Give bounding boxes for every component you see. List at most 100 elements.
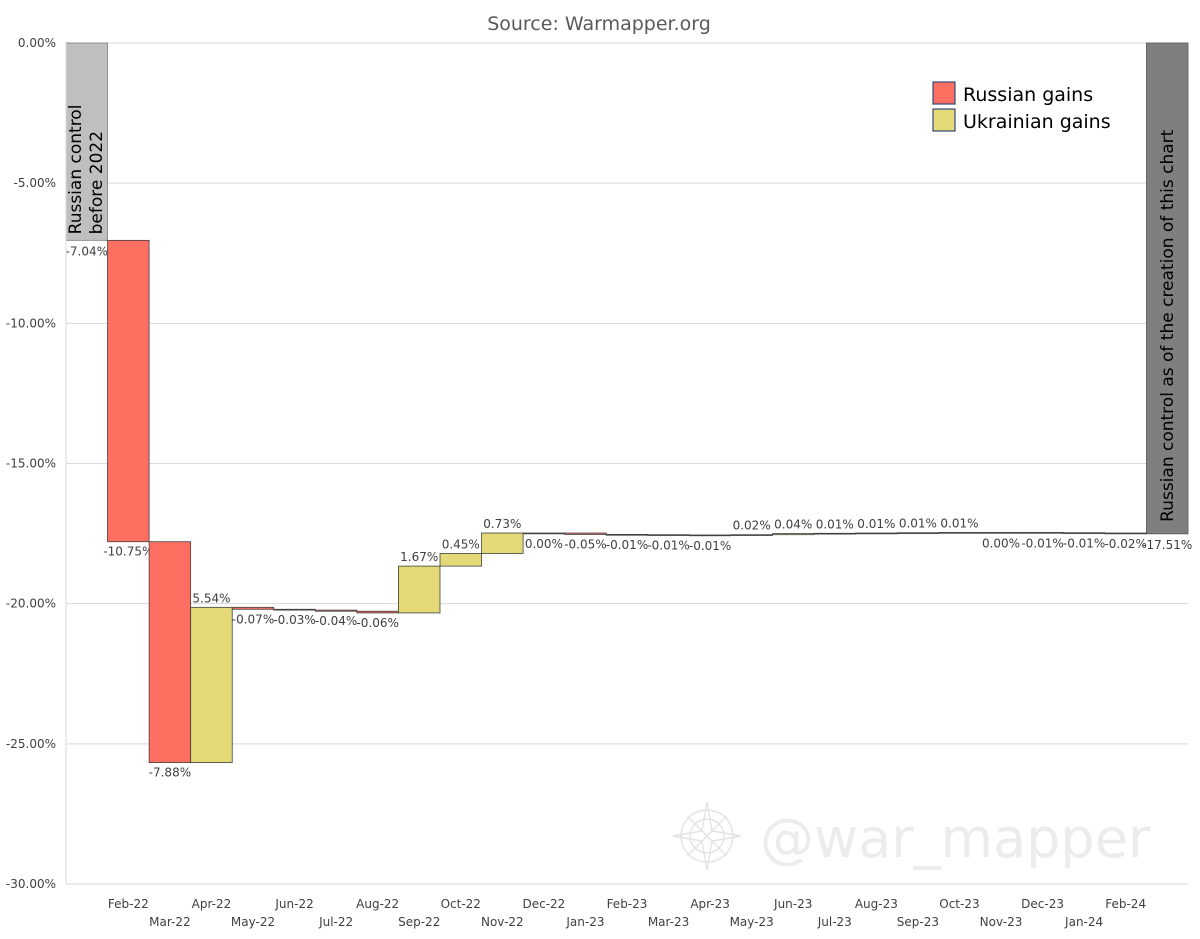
x-tick-label: Apr-23 xyxy=(690,897,730,911)
russian-gain-bar xyxy=(688,534,732,537)
ukrainian-gain-bar xyxy=(730,534,773,536)
russian-gain-bar xyxy=(522,532,566,535)
y-tick-label: -30.00% xyxy=(6,877,56,891)
russian-gain-bar xyxy=(314,609,358,612)
y-tick-label: -25.00% xyxy=(6,737,56,751)
x-tick-label: Dec-22 xyxy=(522,897,565,911)
russian-gain-bar xyxy=(356,610,399,614)
end-bar-data-label: -17.51% xyxy=(1142,538,1192,552)
x-tick-label: Aug-22 xyxy=(356,897,399,911)
ukrainian-gain-bar xyxy=(896,532,940,534)
ukrainian-gain-bar xyxy=(398,565,441,614)
bar-data-label: 0.01% xyxy=(899,517,937,531)
bar-data-label: 0.01% xyxy=(816,517,854,531)
ukrainian-gain-bar xyxy=(855,532,898,535)
ukrainian-gain-bar xyxy=(938,532,981,534)
start-bar-label: Russian controlbefore 2022 xyxy=(66,105,107,235)
x-tick-label: Apr-22 xyxy=(192,897,232,911)
x-tick-label: Mar-22 xyxy=(149,915,190,929)
russian-gain-bar xyxy=(1104,532,1147,535)
x-tick-label: Aug-23 xyxy=(855,897,898,911)
x-tick-label: Nov-23 xyxy=(980,915,1023,929)
x-tick-label: Dec-23 xyxy=(1021,897,1064,911)
ukrainian-gain-bar xyxy=(481,532,524,554)
bar-data-label: -10.75% xyxy=(103,545,153,559)
x-tick-label: Jul-22 xyxy=(318,915,353,929)
y-tick-label: -15.00% xyxy=(6,457,56,471)
russian-gain-bar xyxy=(148,541,192,764)
x-tick-label: Jun-22 xyxy=(274,897,313,911)
x-tick-label: Mar-23 xyxy=(648,915,689,929)
y-tick-label: 0.00% xyxy=(18,36,56,50)
bar-data-label: -0.03% xyxy=(273,613,315,627)
bar-data-label: -0.06% xyxy=(356,616,398,630)
bar-data-label: 0.04% xyxy=(774,518,812,532)
legend-swatch-ukrainian xyxy=(932,108,956,132)
russian-gain-bar xyxy=(1062,532,1106,534)
russian-gain-bar xyxy=(605,534,649,536)
x-tick-label: May-22 xyxy=(231,915,275,929)
x-tick-label: Feb-24 xyxy=(1105,897,1146,911)
bar-data-label: -0.07% xyxy=(232,612,274,626)
bar-data-label: -0.01% xyxy=(606,538,648,552)
x-tick-label: May-23 xyxy=(730,915,774,929)
bar-data-label: 0.01% xyxy=(940,516,978,530)
legend-label-ukrainian: Ukrainian gains xyxy=(963,111,1111,133)
russian-gain-bar xyxy=(107,239,150,543)
bar-data-label: -7.88% xyxy=(149,766,191,780)
bar-data-label: -0.01% xyxy=(689,539,731,553)
x-tick-label: Oct-23 xyxy=(939,897,979,911)
chart-title: Source: Warmapper.org xyxy=(487,13,711,35)
x-axis: Feb-22Mar-22Apr-22May-22Jun-22Jul-22Aug-… xyxy=(108,897,1146,929)
x-tick-label: Feb-23 xyxy=(607,897,648,911)
y-tick-label: -20.00% xyxy=(6,597,56,611)
ukrainian-gain-bar xyxy=(772,533,815,536)
y-tick-label: -5.00% xyxy=(14,176,56,190)
legend-label-russian: Russian gains xyxy=(963,84,1093,106)
bar-data-label: 0.02% xyxy=(733,519,771,533)
legend-swatch-russian xyxy=(932,81,956,105)
bar-data-label: 0.73% xyxy=(483,517,521,531)
bar-data-label: -0.01% xyxy=(1021,536,1063,550)
bar-data-label: -0.01% xyxy=(647,539,689,553)
watermark-text: @war_mapper xyxy=(760,807,1151,870)
russian-gain-bar xyxy=(979,532,1023,534)
x-tick-label: Sep-23 xyxy=(897,915,939,929)
bar-data-label: -0.05% xyxy=(564,537,606,551)
y-tick-label: -10.00% xyxy=(6,316,56,330)
bar-data-label: 0.00% xyxy=(982,536,1020,550)
russian-gain-bar xyxy=(647,534,690,536)
bar-data-label: 0.45% xyxy=(442,537,480,551)
change-bars: -10.75%-7.88%5.54%-0.07% -0.03% -0.04% -0.0… xyxy=(103,239,1147,780)
x-tick-label: Oct-22 xyxy=(441,897,481,911)
russian-gain-bar xyxy=(564,532,607,535)
russian-gain-bar xyxy=(273,608,316,611)
end-bar xyxy=(1146,42,1189,535)
ukrainian-gain-bar xyxy=(439,553,482,567)
bar-data-label: -0.01% xyxy=(1063,537,1105,551)
x-tick-label: Jul-23 xyxy=(817,915,852,929)
start-bar-data-label: -7.04% xyxy=(66,244,108,258)
bar-data-label: 1.67% xyxy=(400,550,438,564)
bar-data-label: -0.04% xyxy=(315,614,357,628)
end-bar-label: Russian control as of the creation of th… xyxy=(1158,129,1178,522)
x-tick-label: Jan-23 xyxy=(565,915,604,929)
watermark: @war_mapper xyxy=(672,801,1151,871)
x-tick-label: Nov-22 xyxy=(481,915,524,929)
x-tick-label: Jan-24 xyxy=(1064,915,1103,929)
x-tick-label: Jun-23 xyxy=(773,897,812,911)
russian-gain-bar xyxy=(1021,532,1064,534)
bar-data-label: -0.02% xyxy=(1104,537,1146,551)
bar-data-label: 0.00% xyxy=(525,537,563,551)
bar-data-label: 0.01% xyxy=(857,517,895,531)
ukrainian-gain-bar xyxy=(190,606,233,764)
x-tick-label: Sep-22 xyxy=(398,915,440,929)
ukrainian-gain-bar xyxy=(813,532,856,535)
x-tick-label: Feb-22 xyxy=(108,897,149,911)
bar-data-label: 5.54% xyxy=(192,591,230,605)
y-axis: 0.00% -5.00% -10.00% -15.00% -20.00% -25.00% -… xyxy=(6,36,56,891)
compass-rose-icon xyxy=(672,801,742,871)
russian-gain-bar xyxy=(231,606,275,610)
